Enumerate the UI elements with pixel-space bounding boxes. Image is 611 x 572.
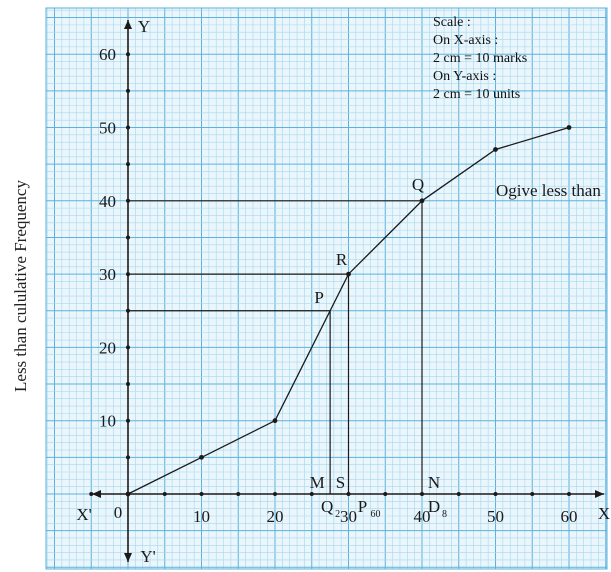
guide-foot-label: M	[310, 473, 325, 492]
x-axis-arrow-right	[595, 490, 604, 498]
x-axis-dot	[309, 492, 314, 496]
guide-point-label: Q	[412, 175, 424, 194]
x-axis-arrow-left	[92, 490, 101, 498]
x-axis-dot	[456, 492, 461, 496]
y-axis-dot	[126, 125, 130, 130]
guide-foot-sub-label: D	[428, 497, 440, 516]
scale-note-line: 2 cm = 10 marks	[433, 51, 528, 66]
x-axis-dot	[530, 492, 535, 496]
scale-note: Scale : On X-axis : 2 cm = 10 marks On Y…	[433, 14, 527, 104]
guide-foot-label: N	[428, 473, 440, 492]
x-tick-label: 20	[267, 507, 284, 526]
guide-foot-sub-label: Q	[321, 497, 333, 516]
y-axis-letter: Y	[138, 17, 150, 36]
x-axis-dot	[89, 492, 94, 496]
origin-label: 0	[114, 503, 123, 522]
ogive-point	[125, 491, 131, 497]
x-tick-label: 40	[414, 507, 431, 526]
y-axis-dot	[126, 162, 130, 167]
ogive-point	[493, 147, 498, 152]
graph-border	[45, 7, 608, 570]
guide-foot-sub-index: 8	[442, 509, 447, 520]
x-axis-letter: X	[598, 504, 610, 523]
x-axis-dot	[199, 492, 204, 496]
y-tick-label: 40	[99, 192, 116, 211]
x-tick-label: 10	[193, 507, 210, 526]
y-axis-dot	[126, 235, 130, 240]
y-axis-dot	[126, 52, 130, 57]
ogive-point	[566, 125, 572, 130]
guide-foot-sub-index: 2	[335, 509, 340, 520]
x-axis-dot	[493, 492, 498, 496]
y-axis-arrow-down	[124, 553, 132, 562]
guide-foot-label: S	[336, 473, 345, 492]
scale-note-line: Scale :	[433, 15, 471, 30]
y-tick-label: 60	[99, 45, 116, 64]
x-tick-label: 60	[561, 507, 578, 526]
grid	[46, 8, 607, 569]
scale-note-line: 2 cm = 10 units	[433, 87, 521, 102]
x-tick-label: 50	[487, 507, 504, 526]
y-axis-arrow-up	[124, 20, 132, 29]
x-axis-dot	[567, 492, 571, 496]
y-axis-dot	[126, 455, 130, 460]
y-axis-dot	[126, 345, 130, 350]
y-tick-label: 50	[99, 119, 116, 138]
ogive-point	[419, 198, 425, 204]
ogive-point	[346, 271, 351, 277]
y-axis-dot	[126, 418, 130, 423]
x-axis-dot	[383, 492, 388, 496]
guides	[128, 200, 423, 494]
x-tick-label: 30	[340, 507, 357, 526]
guide-point-label: R	[336, 250, 348, 269]
x-axis-dot	[162, 492, 167, 496]
scale-note-line: On Y-axis :	[433, 69, 497, 84]
guide-point-label: P	[314, 288, 323, 307]
y-tick-label: 10	[99, 412, 116, 431]
x-axis-dot	[273, 492, 277, 496]
guide-foot-sub-label: P	[358, 497, 367, 516]
guide-foot-sub-index: 60	[371, 509, 381, 520]
series-label: Ogive less than	[496, 181, 601, 200]
x-axis-dot	[236, 492, 241, 496]
ogive-point	[272, 418, 278, 424]
y-tick-label: 30	[99, 265, 116, 284]
scale-note-line: On X-axis :	[433, 33, 499, 48]
ogive-point	[199, 454, 204, 460]
y-axis-dot	[126, 382, 130, 387]
y-axis-neg-letter: Y'	[140, 547, 155, 566]
x-axis-neg-letter: X'	[76, 505, 91, 524]
y-tick-label: 20	[99, 338, 116, 357]
y-axis-dot	[126, 88, 130, 93]
